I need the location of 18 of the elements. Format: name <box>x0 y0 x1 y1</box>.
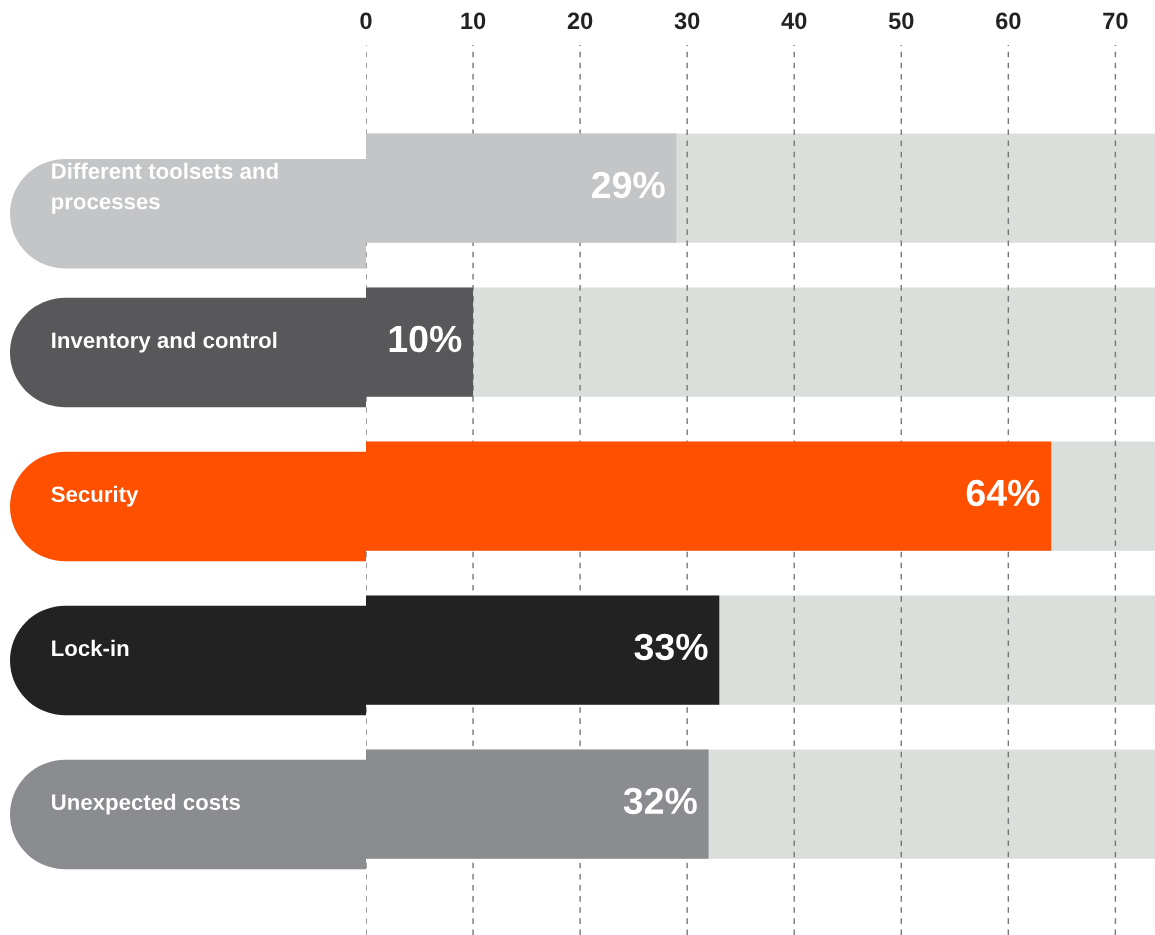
y-tick-label: Different toolsets and processes <box>52 162 278 214</box>
x-tick-label: 40 <box>781 12 807 30</box>
x-tick-label: 70 <box>1103 12 1128 30</box>
data-label: 29% <box>592 171 665 199</box>
x-tick-label: 0 <box>360 12 372 30</box>
data-label: 32% <box>623 787 697 815</box>
y-tick-label: Security <box>51 485 139 507</box>
data-label: 10% <box>389 325 462 353</box>
x-tick-label: 50 <box>888 12 914 30</box>
y-tick-label: Unexpected costs <box>52 793 240 815</box>
y-tick-label: Inventory and control <box>52 331 277 353</box>
x-tick-label: 30 <box>674 12 700 30</box>
data-label: 33% <box>634 633 708 661</box>
x-tick-label: 10 <box>461 12 486 30</box>
data-label: 64% <box>966 479 1040 507</box>
y-tick-label: Lock-in <box>52 639 129 657</box>
x-tick-label: 60 <box>996 12 1021 30</box>
x-tick-label: 20 <box>567 12 593 30</box>
